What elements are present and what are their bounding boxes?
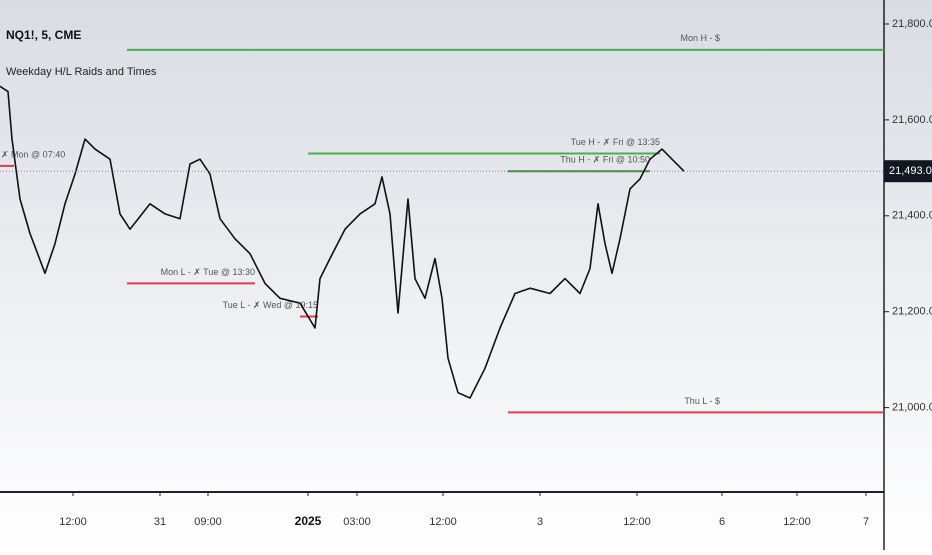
x-tick-label: 31 <box>154 516 166 528</box>
level-label: Tue H - ✗ Fri @ 13:35 <box>571 137 660 147</box>
level-label: Mon L - ✗ Tue @ 13:30 <box>161 267 255 277</box>
x-tick-label: 12:00 <box>429 516 457 528</box>
y-tick-label: 21,400.00 <box>892 210 932 222</box>
x-tick-label: 09:00 <box>194 516 222 528</box>
x-tick-label: 6 <box>719 516 725 528</box>
chart-title: NQ1!, 5, CME <box>6 28 81 42</box>
y-tick-label: 21,200.00 <box>892 306 932 318</box>
price-line <box>0 85 685 399</box>
level-label: Thu H - ✗ Fri @ 10:50 <box>560 155 650 165</box>
level-label: Thu L - $ <box>684 396 720 406</box>
x-tick-label: 12:00 <box>783 516 811 528</box>
level-label: Mon H - $ <box>680 33 720 43</box>
y-tick-label: 21,000.00 <box>892 402 932 414</box>
x-tick-label: 2025 <box>295 514 322 528</box>
x-tick-label: 3 <box>537 516 543 528</box>
x-tick-label: 12:00 <box>59 516 87 528</box>
level-label: ✗ Mon @ 07:40 <box>1 149 65 159</box>
y-tick-label: 21,600.00 <box>892 114 932 126</box>
last-price-box <box>884 160 932 183</box>
last-price-label: 21,493.00 <box>889 165 932 177</box>
x-tick-label: 03:00 <box>343 516 371 528</box>
x-tick-label: 7 <box>863 516 869 528</box>
y-tick-label: 21,800.00 <box>892 18 932 30</box>
indicator-name: Weekday H/L Raids and Times <box>6 66 157 78</box>
x-tick-label: 12:00 <box>623 516 651 528</box>
level-label: Tue L - ✗ Wed @ 19:15 <box>223 300 318 310</box>
